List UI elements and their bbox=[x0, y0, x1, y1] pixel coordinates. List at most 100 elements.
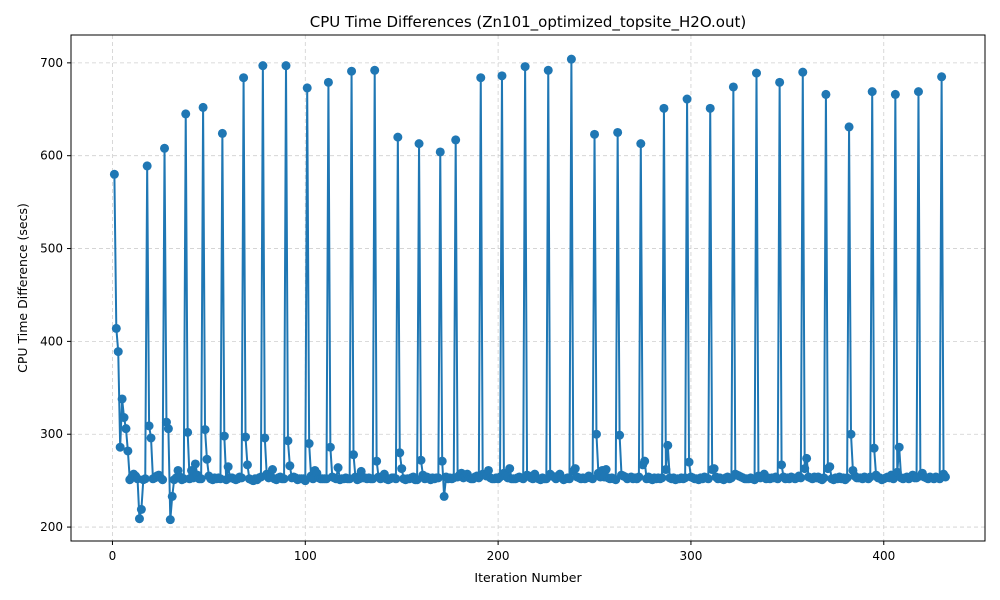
data-point bbox=[196, 474, 206, 484]
data-point bbox=[894, 442, 904, 452]
data-point bbox=[798, 67, 808, 77]
data-point bbox=[591, 429, 601, 439]
data-point bbox=[802, 453, 812, 463]
data-point bbox=[476, 73, 486, 83]
y-tick-label: 200 bbox=[40, 520, 63, 534]
data-point bbox=[134, 514, 144, 524]
y-tick-label: 300 bbox=[40, 427, 63, 441]
x-tick-label: 300 bbox=[679, 549, 702, 563]
data-point bbox=[304, 439, 314, 449]
data-point bbox=[867, 87, 877, 97]
data-point bbox=[325, 442, 335, 452]
data-point bbox=[657, 473, 667, 483]
data-point bbox=[796, 473, 806, 483]
plot-frame bbox=[70, 34, 986, 542]
data-point bbox=[825, 462, 835, 472]
data-point bbox=[590, 129, 600, 139]
data-point bbox=[663, 440, 673, 450]
data-point bbox=[395, 448, 405, 458]
data-point bbox=[239, 73, 249, 83]
data-point bbox=[439, 491, 449, 501]
data-point bbox=[260, 433, 270, 443]
data-point bbox=[543, 65, 553, 75]
data-point bbox=[869, 443, 879, 453]
data-point bbox=[570, 464, 580, 474]
y-axis-label: CPU Time Difference (secs) bbox=[15, 203, 30, 373]
data-point bbox=[223, 462, 233, 472]
data-point bbox=[165, 515, 175, 525]
data-point bbox=[181, 109, 191, 119]
x-axis-ticks: 0 100 200 300 400 bbox=[109, 541, 895, 563]
data-point bbox=[437, 456, 447, 466]
data-point bbox=[505, 464, 515, 474]
data-point bbox=[117, 394, 127, 404]
x-tick-label: 200 bbox=[487, 549, 510, 563]
data-point bbox=[613, 127, 623, 137]
data-point bbox=[302, 83, 312, 93]
y-axis-ticks: 200 300 400 500 600 700 bbox=[40, 56, 71, 534]
data-point bbox=[119, 413, 129, 423]
data-point bbox=[391, 474, 401, 484]
data-point bbox=[800, 464, 810, 474]
data-point bbox=[752, 68, 761, 78]
data-point bbox=[821, 89, 831, 99]
data-point bbox=[136, 504, 146, 514]
data-point bbox=[661, 465, 671, 475]
data-point bbox=[777, 460, 787, 470]
data-point bbox=[158, 475, 168, 485]
data-point bbox=[416, 455, 426, 465]
data-point bbox=[163, 424, 173, 434]
data-point bbox=[684, 457, 694, 467]
data-point bbox=[520, 62, 530, 72]
data-point bbox=[121, 424, 131, 434]
series bbox=[109, 54, 950, 525]
data-point bbox=[566, 54, 576, 64]
data-point bbox=[846, 429, 856, 439]
y-tick-label: 400 bbox=[40, 334, 63, 348]
data-point bbox=[844, 122, 854, 132]
data-point bbox=[109, 169, 119, 179]
data-point bbox=[217, 128, 227, 138]
data-point bbox=[940, 472, 950, 482]
data-point bbox=[393, 132, 403, 142]
y-tick-label: 500 bbox=[40, 242, 63, 256]
data-point bbox=[183, 427, 193, 437]
data-point bbox=[372, 456, 382, 466]
data-point bbox=[140, 474, 150, 484]
data-point bbox=[451, 135, 461, 145]
data-point bbox=[167, 491, 177, 501]
data-point bbox=[703, 474, 713, 484]
data-point bbox=[728, 82, 738, 92]
grid bbox=[71, 35, 985, 541]
data-point bbox=[588, 474, 598, 484]
chart-title: CPU Time Differences (Zn101_optimized_to… bbox=[310, 13, 746, 32]
data-point bbox=[198, 102, 208, 112]
data-point bbox=[219, 431, 229, 441]
data-point bbox=[348, 450, 358, 460]
data-point bbox=[819, 473, 829, 483]
data-point bbox=[142, 161, 152, 171]
data-point bbox=[913, 87, 923, 97]
data-point bbox=[146, 433, 156, 443]
data-point bbox=[283, 436, 293, 446]
data-point bbox=[615, 430, 625, 440]
data-point bbox=[435, 147, 445, 157]
data-point bbox=[842, 473, 852, 483]
data-point bbox=[705, 103, 715, 113]
data-point bbox=[285, 461, 295, 471]
series-line bbox=[113, 58, 947, 521]
data-point bbox=[111, 323, 121, 333]
data-point bbox=[370, 65, 380, 75]
data-point bbox=[202, 454, 212, 464]
data-point bbox=[333, 463, 343, 473]
data-point bbox=[279, 474, 289, 484]
data-point bbox=[634, 472, 644, 482]
data-point bbox=[601, 465, 611, 475]
x-axis-label: Iteration Number bbox=[474, 570, 582, 585]
data-point bbox=[144, 421, 154, 431]
data-point bbox=[564, 474, 574, 484]
data-point bbox=[888, 474, 898, 484]
x-tick-label: 100 bbox=[294, 549, 317, 563]
y-tick-label: 600 bbox=[40, 149, 63, 163]
